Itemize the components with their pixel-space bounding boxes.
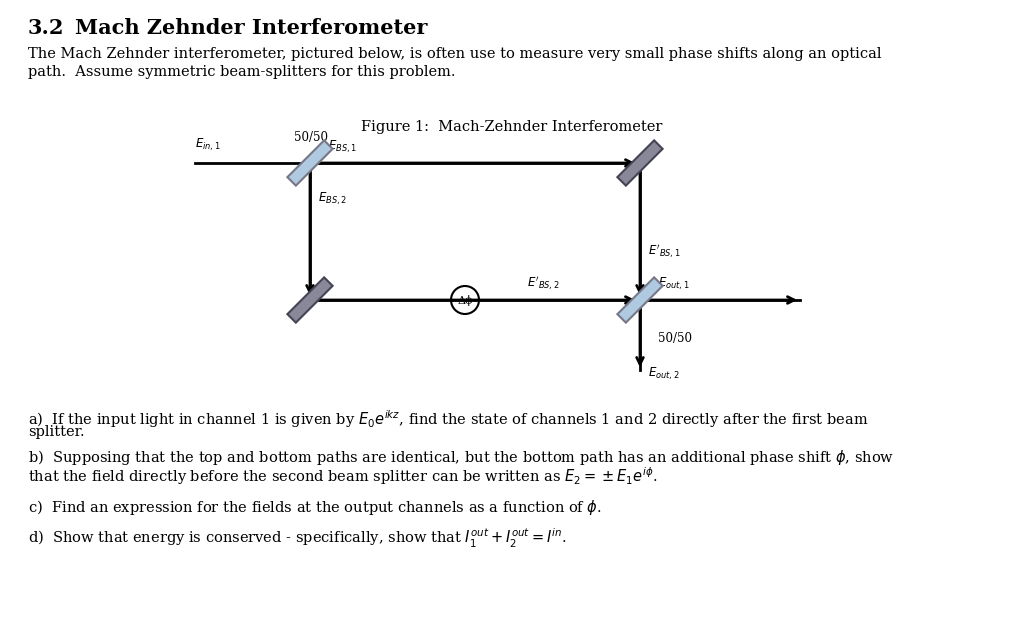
Bar [288,141,333,185]
Text: 50/50: 50/50 [294,131,328,144]
Text: that the field directly before the second beam splitter can be written as $E_2 =: that the field directly before the secon… [28,465,657,487]
Text: 3.2: 3.2 [28,18,65,38]
Bar [288,277,333,323]
Text: Mach Zehnder Interferometer: Mach Zehnder Interferometer [75,18,427,38]
Bar [617,141,663,185]
Text: $E_{BS,2}$: $E_{BS,2}$ [318,191,347,208]
Text: $E'_{BS,1}$: $E'_{BS,1}$ [648,242,681,260]
Text: 50/50: 50/50 [658,332,692,345]
Bar [617,277,663,323]
Text: splitter.: splitter. [28,425,85,439]
Text: path.  Assume symmetric beam-splitters for this problem.: path. Assume symmetric beam-splitters fo… [28,65,456,79]
Text: $E_{out,2}$: $E_{out,2}$ [648,366,680,382]
Text: Δϕ: Δϕ [458,296,473,306]
Text: $E_{in,1}$: $E_{in,1}$ [195,137,220,153]
Text: $E_{BS,1}$: $E_{BS,1}$ [328,139,357,155]
Text: $E_{out,1}$: $E_{out,1}$ [658,275,689,292]
Text: d)  Show that energy is conserved - specifically, show that $I_1^{out} + I_2^{ou: d) Show that energy is conserved - speci… [28,527,566,550]
Text: $E'_{BS,2}$: $E'_{BS,2}$ [527,274,560,292]
Text: The Mach Zehnder interferometer, pictured below, is often use to measure very sm: The Mach Zehnder interferometer, picture… [28,47,882,61]
Text: a)  If the input light in channel 1 is given by $E_0e^{ikz}$, find the state of : a) If the input light in channel 1 is gi… [28,408,868,430]
Text: b)  Supposing that the top and bottom paths are identical, but the bottom path h: b) Supposing that the top and bottom pat… [28,448,894,467]
Text: Figure 1:  Mach-Zehnder Interferometer: Figure 1: Mach-Zehnder Interferometer [361,120,663,134]
Text: c)  Find an expression for the fields at the output channels as a function of $\: c) Find an expression for the fields at … [28,498,602,517]
